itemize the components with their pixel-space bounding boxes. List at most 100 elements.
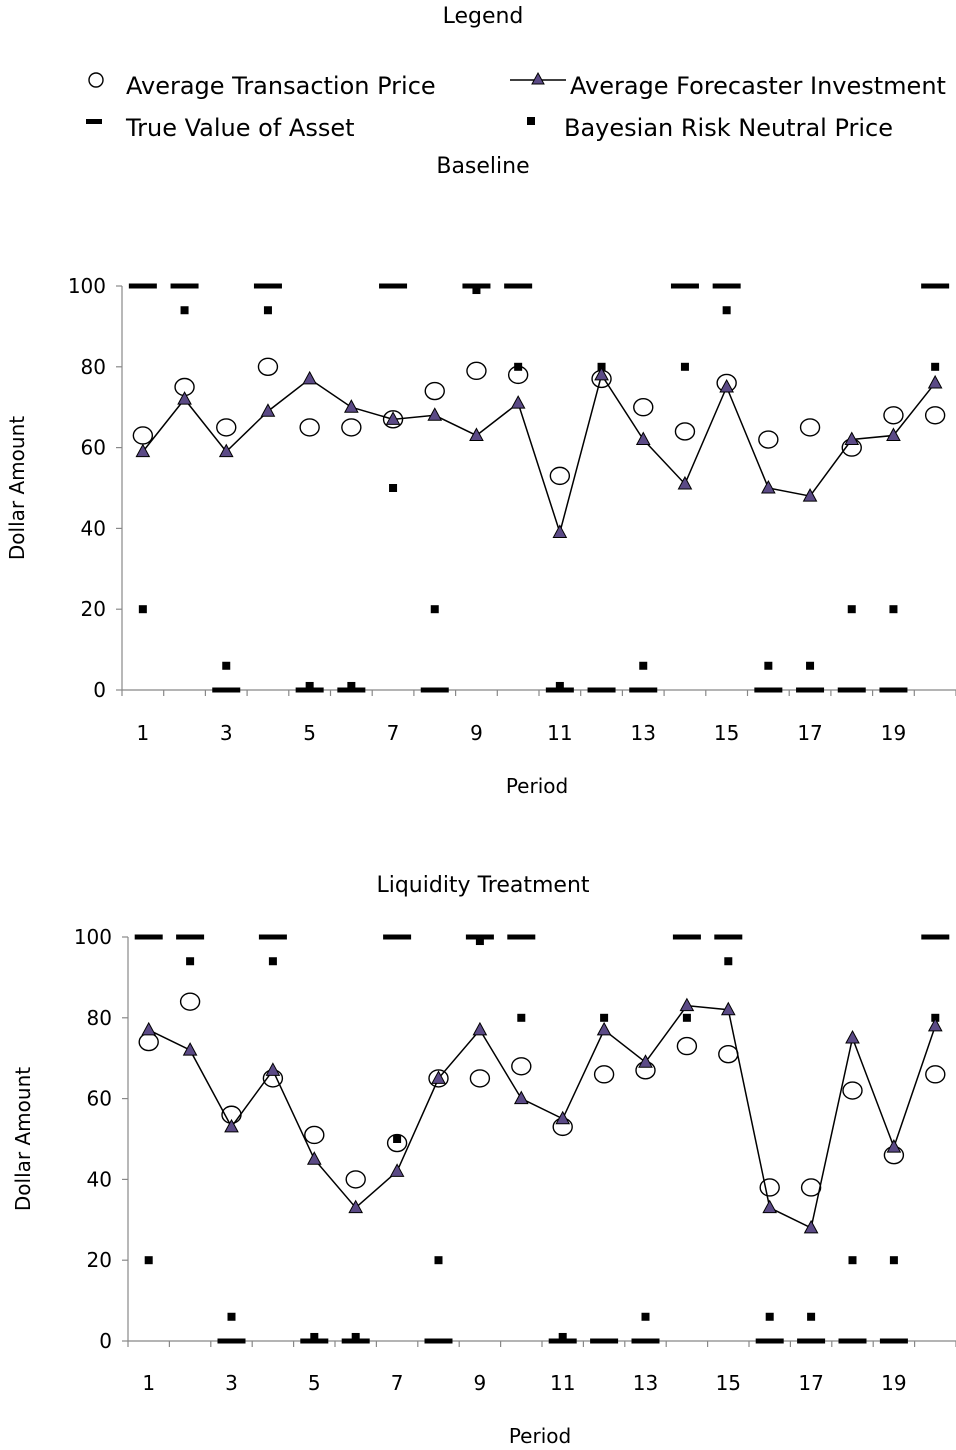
bayesian-price-point xyxy=(722,306,731,315)
forecaster-investment-line xyxy=(142,373,936,536)
forecaster-investment-point xyxy=(472,1021,488,1036)
bayesian-price-point xyxy=(475,937,484,946)
true-value-mark xyxy=(253,283,282,289)
forecaster-investment-point xyxy=(385,411,401,425)
x-tick-label: 9 xyxy=(474,1371,487,1395)
bayesian-price-point xyxy=(600,1013,609,1022)
transaction-price-point xyxy=(507,365,529,385)
x-tick-label: 5 xyxy=(303,721,316,745)
y-tick-label: 40 xyxy=(87,1167,112,1191)
forecaster-investment-point xyxy=(594,366,609,381)
true-value-mark xyxy=(383,934,412,940)
true-value-mark xyxy=(420,687,449,693)
transaction-price-point xyxy=(883,406,904,425)
bayesian-price-point xyxy=(639,661,648,670)
transaction-price-point xyxy=(674,422,696,441)
forecaster-investment-point xyxy=(135,443,151,458)
bayesian-price-point xyxy=(931,1013,940,1022)
true-value-mark xyxy=(258,934,287,940)
transaction-price-point xyxy=(511,1057,532,1076)
transaction-price-point xyxy=(633,398,654,417)
legend-title: Legend xyxy=(442,4,524,29)
forecaster-investment-point xyxy=(845,1029,860,1044)
true-value-mark xyxy=(548,1338,577,1344)
open-circle-icon xyxy=(88,72,104,88)
y-axis-label: Dollar Amount xyxy=(11,1067,35,1211)
true-value-mark xyxy=(670,283,699,289)
forecaster-investment-point xyxy=(552,524,568,538)
true-value-mark xyxy=(629,687,658,693)
bayesian-price-point xyxy=(558,1332,567,1341)
forecaster-investment-point xyxy=(427,407,443,421)
bayesian-price-point xyxy=(847,605,856,614)
true-value-mark xyxy=(797,1338,826,1344)
transaction-price-point xyxy=(466,361,487,381)
y-axis-label: Dollar Amount xyxy=(5,416,29,560)
bayesian-price-point xyxy=(227,1312,236,1321)
forecaster-investment-point xyxy=(469,427,484,441)
x-tick-label: 9 xyxy=(470,721,483,745)
transaction-price-point xyxy=(842,1081,863,1100)
transaction-price-point xyxy=(718,1044,739,1064)
legend-item-forecaster-investment: Average Forecaster Investment xyxy=(508,70,948,104)
true-value-mark xyxy=(796,687,825,693)
bayesian-price-point xyxy=(931,362,940,371)
y-tick-label: 20 xyxy=(87,1248,112,1272)
forecaster-investment-point xyxy=(224,1118,239,1133)
bayesian-price-point xyxy=(848,1256,857,1265)
bayesian-price-point xyxy=(347,681,356,690)
legend-item-transaction-price: Average Transaction Price xyxy=(86,70,486,104)
x-tick-label: 19 xyxy=(881,1371,906,1395)
forecaster-investment-point xyxy=(719,378,734,393)
true-value-mark xyxy=(170,283,199,289)
forecaster-investment-point xyxy=(513,1090,529,1105)
y-tick-label: 60 xyxy=(81,436,106,460)
bayesian-price-point xyxy=(305,681,314,690)
y-tick-label: 80 xyxy=(87,1006,112,1030)
transaction-price-point xyxy=(138,1032,159,1052)
forecaster-investment-point xyxy=(389,1163,405,1177)
transaction-price-point xyxy=(424,381,445,401)
true-value-mark xyxy=(212,687,241,693)
y-tick-label: 40 xyxy=(81,516,106,540)
bayesian-price-point xyxy=(430,605,439,614)
bayesian-price-point xyxy=(641,1312,650,1321)
legend-item-true-value: True Value of Asset xyxy=(86,112,486,146)
bayesian-price-point xyxy=(138,605,147,614)
forecaster-investment-point xyxy=(302,370,317,385)
forecaster-investment-point xyxy=(679,997,695,1012)
forecaster-investment-point xyxy=(762,1199,778,1214)
legend-label: True Value of Asset xyxy=(126,114,355,142)
transaction-price-point xyxy=(925,1065,946,1084)
bayesian-price-point xyxy=(472,286,481,295)
transaction-price-point xyxy=(759,1178,780,1197)
x-tick-label: 7 xyxy=(391,1371,404,1395)
transaction-price-point xyxy=(257,357,279,376)
x-tick-label: 11 xyxy=(547,721,572,745)
true-value-mark xyxy=(672,934,701,940)
forecaster-investment-point xyxy=(886,427,901,441)
x-tick-label: 17 xyxy=(798,1371,823,1395)
transaction-price-point xyxy=(179,992,201,1011)
true-value-mark xyxy=(545,687,574,693)
x-tick-label: 11 xyxy=(550,1371,575,1395)
transaction-price-point xyxy=(593,1065,615,1084)
bayesian-price-point xyxy=(597,362,606,371)
forecaster-investment-point xyxy=(677,475,693,490)
true-value-mark xyxy=(128,283,157,289)
bayesian-price-point xyxy=(434,1256,443,1265)
forecaster-investment-point xyxy=(761,479,776,494)
dash-icon xyxy=(86,119,102,124)
bayesian-price-point xyxy=(517,1013,526,1022)
bayesian-price-point xyxy=(889,1256,898,1265)
line-triangle-icon xyxy=(510,71,566,85)
square-icon xyxy=(527,117,535,125)
bayesian-price-point xyxy=(889,605,898,614)
true-value-mark xyxy=(424,1338,453,1344)
true-value-mark xyxy=(755,1338,784,1344)
transaction-price-point xyxy=(132,426,154,445)
true-value-mark xyxy=(217,1338,246,1344)
true-value-mark xyxy=(300,1338,329,1344)
forecaster-investment-point xyxy=(886,1139,902,1153)
